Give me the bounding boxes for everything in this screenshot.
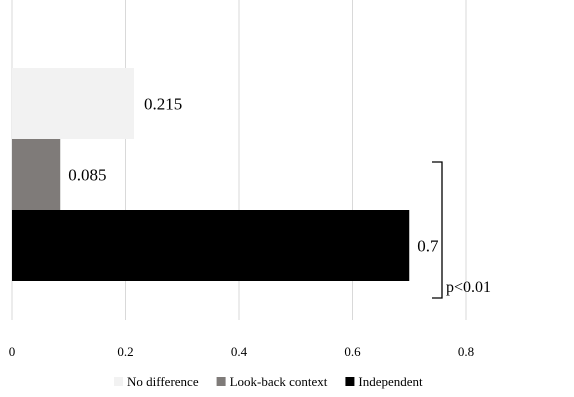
x-axis-ticks: 0 0.2 0.4 0.6 0.8 — [9, 344, 474, 359]
significance-annotation: p<0.01 — [432, 161, 491, 299]
significance-label: p<0.01 — [446, 279, 491, 296]
x-tick-label: 0 — [9, 344, 16, 359]
legend-label: No difference — [127, 374, 199, 389]
bar-look-back-context — [12, 139, 61, 210]
bar-no-difference — [12, 68, 135, 139]
legend-label: Independent — [358, 374, 423, 389]
legend: No difference Look-back context Independen… — [114, 374, 423, 389]
x-tick-label: 0.6 — [344, 344, 361, 359]
legend-swatch — [114, 377, 123, 386]
data-label: 0.215 — [144, 95, 182, 114]
data-label: 0.085 — [68, 166, 106, 185]
data-label: 0.7 — [417, 237, 439, 256]
legend-swatch — [345, 377, 355, 386]
significance-bracket — [432, 161, 443, 299]
x-tick-label: 0.2 — [117, 344, 133, 359]
x-tick-label: 0.4 — [231, 344, 248, 359]
bars — [12, 68, 410, 281]
bar-independent — [12, 210, 410, 281]
legend-label: Look-back context — [230, 374, 328, 389]
x-tick-label: 0.8 — [458, 344, 474, 359]
bar-labels: 0.215 0.085 0.7 — [68, 95, 439, 256]
legend-swatch — [216, 377, 226, 386]
